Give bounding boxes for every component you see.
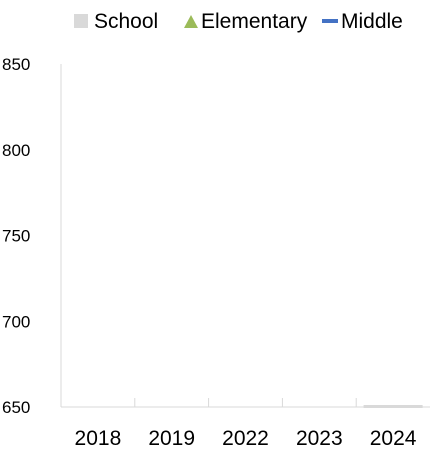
y-tick-label: 800: [2, 141, 30, 160]
x-tick-label: 2023: [296, 427, 343, 450]
legend-label-elementary: Elementary: [201, 10, 308, 33]
legend-item-middle: Middle: [322, 10, 403, 33]
legend-dash-icon: [322, 19, 338, 23]
x-tick-label: 2024: [370, 427, 417, 450]
x-axis-ticks: 2018 2019 2022 2023 2024: [75, 398, 417, 450]
x-tick-label: 2019: [148, 427, 195, 450]
bar-school: [363, 405, 423, 408]
legend-square-icon: [74, 14, 88, 28]
y-tick-label: 750: [2, 227, 30, 246]
legend-triangle-icon: [184, 15, 198, 28]
x-tick-label: 2018: [75, 427, 122, 450]
y-axis-ticks: 650 700 750 800 850: [2, 55, 30, 417]
x-tick-label: 2022: [222, 427, 269, 450]
legend-label-school: School: [94, 10, 158, 33]
y-tick-label: 700: [2, 312, 30, 331]
legend-label-middle: Middle: [341, 10, 403, 33]
y-tick-label: 650: [2, 398, 30, 417]
legend-item-school: School: [74, 10, 158, 33]
y-tick-label: 850: [2, 55, 30, 74]
legend: School Elementary Middle: [74, 10, 403, 33]
legend-item-elementary: Elementary: [184, 10, 308, 33]
bars: [363, 405, 423, 408]
